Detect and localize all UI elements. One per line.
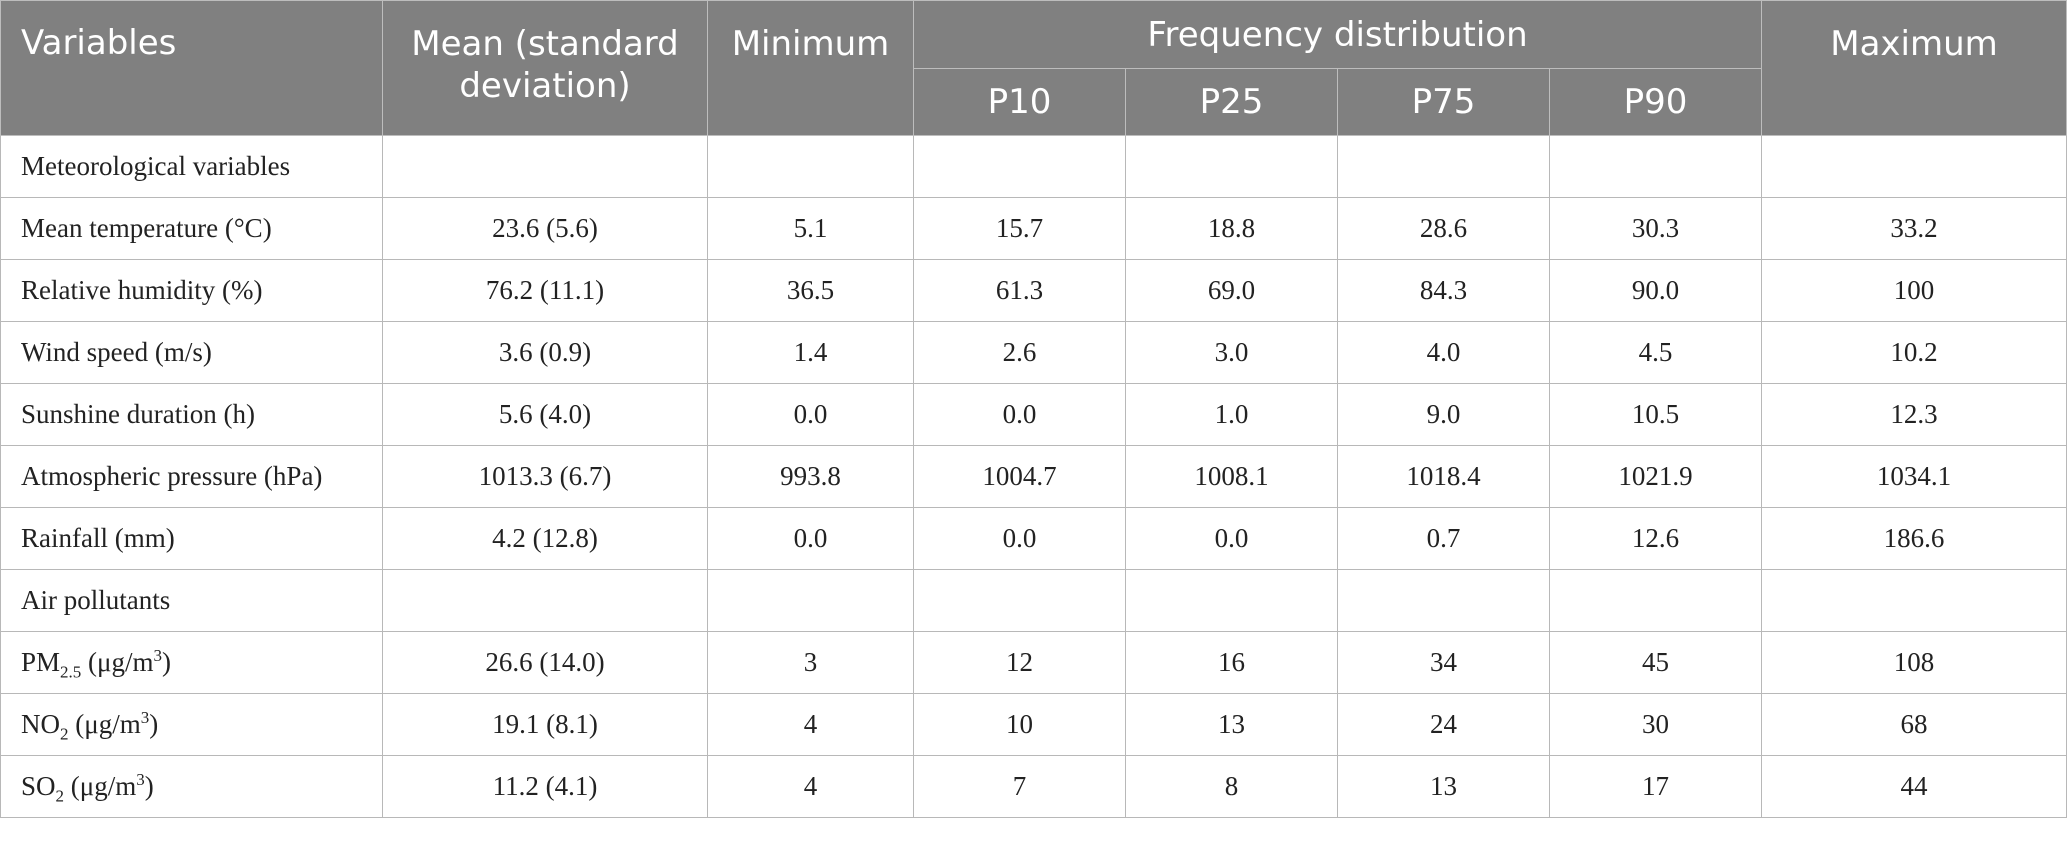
cell-mean: 3.6 (0.9) [382, 321, 708, 384]
cell-p75: 1018.4 [1337, 445, 1550, 508]
cell-p10: 15.7 [913, 197, 1126, 260]
cell-maximum: 10.2 [1761, 321, 2068, 384]
cell-minimum: 3 [707, 631, 914, 694]
cell-p90: 4.5 [1548, 321, 1763, 384]
cell-p25: 3.0 [1125, 321, 1338, 384]
cell-p75: 28.6 [1337, 197, 1550, 260]
header-p10: P10 [913, 68, 1126, 136]
cell-mean: 19.1 (8.1) [382, 693, 708, 756]
cell-p90: 30.3 [1548, 197, 1763, 260]
row-label: Relative humidity (%) [0, 259, 383, 322]
row-label: Rainfall (mm) [0, 507, 383, 570]
cell-p25: 0.0 [1125, 507, 1338, 570]
table-row: Atmospheric pressure (hPa) 1013.3 (6.7) … [0, 445, 2068, 508]
row-label: Sunshine duration (h) [0, 383, 383, 446]
cell-p25: 16 [1125, 631, 1338, 694]
section-row-meteorological: Meteorological variables [0, 135, 2068, 198]
header-frequency-distribution: Frequency distribution [912, 0, 1763, 69]
row-label: Wind speed (m/s) [0, 321, 383, 384]
cell-minimum: 1.4 [707, 321, 914, 384]
cell-p75: 34 [1337, 631, 1550, 694]
cell-mean: 5.6 (4.0) [382, 383, 708, 446]
header-variables: Variables [0, 0, 383, 136]
table-row: Wind speed (m/s) 3.6 (0.9) 1.4 2.6 3.0 4… [0, 321, 2068, 384]
cell-maximum: 33.2 [1761, 197, 2068, 260]
cell-minimum: 0.0 [707, 507, 914, 570]
cell-p90: 12.6 [1548, 507, 1763, 570]
cell-minimum: 4 [707, 755, 914, 818]
cell-p10: 0.0 [913, 507, 1126, 570]
table-row: Sunshine duration (h) 5.6 (4.0) 0.0 0.0 … [0, 383, 2068, 446]
section-label: Meteorological variables [0, 135, 383, 198]
header-row-2: P10 P25 P75 P90 [1, 68, 2067, 136]
cell-p25: 69.0 [1125, 259, 1338, 322]
cell-maximum: 68 [1761, 693, 2068, 756]
table-row: Rainfall (mm) 4.2 (12.8) 0.0 0.0 0.0 0.7… [0, 507, 2068, 570]
cell-p90: 45 [1548, 631, 1763, 694]
cell-minimum: 0.0 [707, 383, 914, 446]
cell-p90: 30 [1548, 693, 1763, 756]
section-label: Air pollutants [0, 569, 383, 632]
cell-p75: 4.0 [1337, 321, 1550, 384]
cell-p75: 13 [1337, 755, 1550, 818]
cell-mean: 4.2 (12.8) [382, 507, 708, 570]
table-row: NO2 (μg/m3) 19.1 (8.1) 4 10 13 24 30 68 [0, 693, 2068, 756]
cell-p75: 24 [1337, 693, 1550, 756]
cell-maximum: 12.3 [1761, 383, 2068, 446]
cell-maximum: 108 [1761, 631, 2068, 694]
row-label: SO2 (μg/m3) [0, 755, 383, 818]
cell-maximum: 1034.1 [1761, 445, 2068, 508]
cell-p10: 1004.7 [913, 445, 1126, 508]
cell-p10: 61.3 [913, 259, 1126, 322]
cell-p75: 9.0 [1337, 383, 1550, 446]
header-p90: P90 [1548, 68, 1763, 136]
statistics-table: Variables Mean (standard deviation) Mini… [0, 0, 2068, 818]
header-row-1: Variables Mean (standard deviation) Mini… [0, 0, 2068, 136]
cell-p25: 18.8 [1125, 197, 1338, 260]
header-p25: P25 [1125, 68, 1338, 136]
header-minimum: Minimum [707, 0, 914, 136]
section-row-air-pollutants: Air pollutants [0, 569, 2068, 632]
row-label: Atmospheric pressure (hPa) [0, 445, 383, 508]
cell-minimum: 36.5 [707, 259, 914, 322]
cell-mean: 11.2 (4.1) [382, 755, 708, 818]
cell-minimum: 4 [707, 693, 914, 756]
row-label: NO2 (μg/m3) [0, 693, 383, 756]
cell-p10: 12 [913, 631, 1126, 694]
cell-p75: 84.3 [1337, 259, 1550, 322]
cell-mean: 26.6 (14.0) [382, 631, 708, 694]
cell-p10: 10 [913, 693, 1126, 756]
cell-p25: 13 [1125, 693, 1338, 756]
cell-maximum: 186.6 [1761, 507, 2068, 570]
cell-p90: 17 [1548, 755, 1763, 818]
cell-p10: 2.6 [913, 321, 1126, 384]
cell-p90: 10.5 [1548, 383, 1763, 446]
cell-p90: 90.0 [1548, 259, 1763, 322]
cell-maximum: 44 [1761, 755, 2068, 818]
cell-minimum: 993.8 [707, 445, 914, 508]
cell-p90: 1021.9 [1548, 445, 1763, 508]
table-row: PM2.5 (μg/m3) 26.6 (14.0) 3 12 16 34 45 … [0, 631, 2068, 694]
row-label: PM2.5 (μg/m3) [0, 631, 383, 694]
cell-maximum: 100 [1761, 259, 2068, 322]
cell-mean: 76.2 (11.1) [382, 259, 708, 322]
cell-p10: 7 [913, 755, 1126, 818]
row-label: Mean temperature (°C) [0, 197, 383, 260]
header-mean: Mean (standard deviation) [382, 0, 708, 136]
cell-p25: 1.0 [1125, 383, 1338, 446]
table-row: Mean temperature (°C) 23.6 (5.6) 5.1 15.… [0, 197, 2068, 260]
cell-p10: 0.0 [913, 383, 1126, 446]
header-p75: P75 [1337, 68, 1550, 136]
header-maximum: Maximum [1761, 0, 2068, 136]
cell-minimum: 5.1 [707, 197, 914, 260]
cell-p25: 1008.1 [1125, 445, 1338, 508]
cell-mean: 23.6 (5.6) [382, 197, 708, 260]
table-row: SO2 (μg/m3) 11.2 (4.1) 4 7 8 13 17 44 [0, 755, 2068, 818]
cell-p25: 8 [1125, 755, 1338, 818]
table-row: Relative humidity (%) 76.2 (11.1) 36.5 6… [0, 259, 2068, 322]
cell-mean: 1013.3 (6.7) [382, 445, 708, 508]
cell-p75: 0.7 [1337, 507, 1550, 570]
